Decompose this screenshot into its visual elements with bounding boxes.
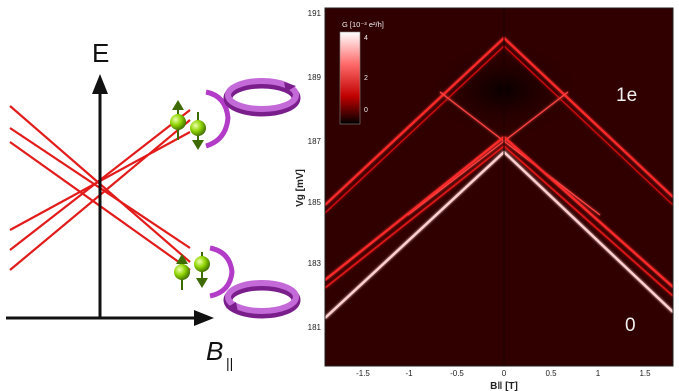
charge-state-label-bottom: 0 [625, 315, 636, 336]
x-axis-label: B‖ [T] [490, 381, 518, 391]
field-label-subscript: || [226, 355, 233, 371]
bracket-upper-icon [205, 89, 231, 149]
colorbar-tick: 4 [364, 35, 368, 42]
spin-ring-upper-icon [223, 78, 301, 117]
field-label: B [206, 336, 223, 366]
y-axis-label: Vg [mV] [295, 169, 306, 207]
y-tick: 189 [308, 73, 322, 82]
x-tick: -1 [405, 369, 413, 378]
y-tick: 187 [308, 137, 322, 146]
x-tick: 1.5 [639, 369, 651, 378]
conductance-map: G [10⁻³ e²/h] 4 2 0 1e 0 191 189 187 185… [295, 7, 674, 391]
x-axis-arrow-icon [194, 310, 214, 326]
x-tick: 1 [596, 369, 601, 378]
colorbar-tick: 2 [364, 75, 368, 82]
spin-ring-lower-icon [223, 280, 301, 319]
colorbar: G [10⁻³ e²/h] 4 2 0 [339, 20, 384, 125]
x-tick: 0.5 [545, 369, 557, 378]
x-tick: -1.5 [356, 369, 370, 378]
y-axis-ticks: 191 189 187 185 183 181 [308, 9, 322, 332]
zeeman-diagram: E B || [6, 38, 301, 371]
x-axis-ticks: -1.5 -1 -0.5 0 0.5 1 1.5 [356, 369, 651, 378]
y-tick: 185 [308, 198, 322, 207]
y-tick: 191 [308, 9, 322, 18]
y-tick: 183 [308, 259, 322, 268]
charge-state-label-top: 1e [616, 85, 637, 106]
transition-line [407, 91, 569, 216]
y-axis-arrow-icon [92, 74, 108, 94]
x-tick: -0.5 [450, 369, 464, 378]
spin-pair-lower-icon [174, 252, 210, 290]
transition-line [439, 91, 601, 216]
y-tick: 181 [308, 323, 322, 332]
bracket-lower-icon [209, 245, 235, 299]
diagram-axes [6, 74, 214, 326]
spin-pair-upper-icon [170, 100, 206, 150]
energy-label: E [92, 38, 109, 68]
map-frame [324, 7, 674, 367]
colorbar-tick: 0 [364, 107, 368, 114]
colorbar-gradient [339, 31, 361, 125]
colorbar-label: G [10⁻³ e²/h] [342, 20, 384, 29]
x-tick: 0 [502, 369, 507, 378]
